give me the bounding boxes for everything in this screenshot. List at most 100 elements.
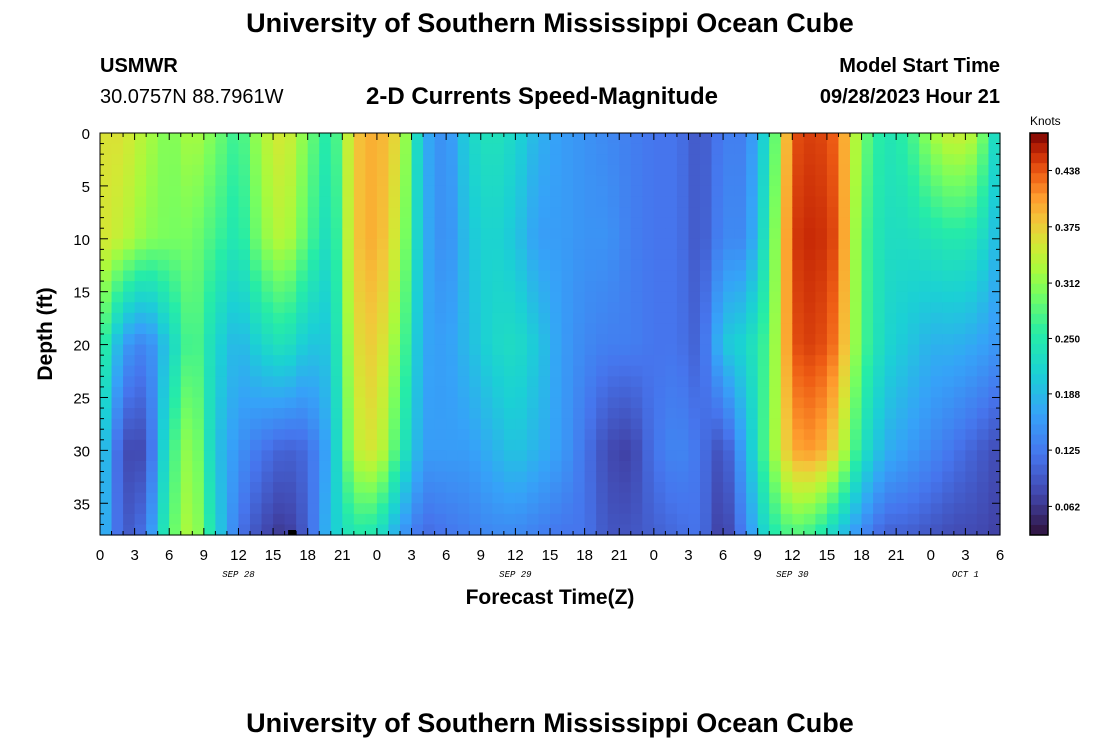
heatmap-cell: [157, 365, 170, 377]
heatmap-cell: [642, 228, 655, 240]
heatmap-cell: [307, 175, 320, 187]
heatmap-cell: [676, 503, 690, 515]
heatmap-cell: [953, 143, 966, 155]
heatmap-cell: [111, 302, 124, 314]
heatmap-cell: [538, 302, 551, 314]
heatmap-cell: [873, 154, 886, 166]
heatmap-cell: [123, 397, 136, 409]
heatmap-cell: [469, 249, 482, 261]
heatmap-cell: [123, 154, 136, 166]
heatmap-cell: [100, 439, 113, 451]
heatmap-cell: [630, 524, 643, 536]
heatmap-cell: [642, 439, 655, 451]
heatmap-cell: [942, 471, 955, 483]
heatmap-cell: [503, 207, 516, 219]
heatmap-cell: [942, 439, 955, 451]
heatmap-cell: [815, 418, 828, 430]
heatmap-cell: [976, 238, 990, 250]
heatmap-cell: [826, 492, 840, 504]
heatmap-cell: [157, 492, 170, 504]
heatmap-cell: [457, 429, 470, 441]
heatmap-cell: [146, 397, 159, 409]
heatmap-cell: [942, 460, 955, 473]
heatmap-cell: [792, 439, 805, 451]
heatmap-cell: [100, 281, 113, 293]
heatmap-cell: [642, 133, 655, 145]
heatmap-cell: [307, 386, 320, 399]
heatmap-cell: [284, 450, 297, 462]
heatmap-cell: [238, 460, 251, 473]
heatmap-cell: [446, 133, 459, 145]
heatmap-cell: [723, 270, 736, 282]
heatmap-cell: [538, 524, 551, 536]
heatmap-cell: [734, 281, 747, 293]
heatmap-cell: [573, 175, 586, 187]
heatmap-cell: [873, 249, 886, 261]
heatmap-cell: [780, 228, 793, 240]
heatmap-cell: [342, 143, 355, 155]
heatmap-cell: [930, 334, 943, 346]
heatmap-cell: [930, 323, 943, 335]
heatmap-cell: [850, 259, 863, 272]
heatmap-cell: [169, 196, 182, 208]
heatmap-cell: [492, 249, 505, 261]
heatmap-cell: [250, 365, 263, 377]
heatmap-cell: [330, 503, 343, 515]
heatmap-cell: [676, 460, 690, 473]
heatmap-cell: [584, 408, 597, 420]
heatmap-cell: [411, 334, 424, 346]
heatmap-cell: [550, 418, 563, 430]
heatmap-cell: [596, 249, 609, 261]
heatmap-cell: [446, 408, 459, 420]
heatmap-cell: [319, 482, 332, 494]
heatmap-cell: [376, 185, 390, 198]
heatmap-cell: [723, 524, 736, 536]
heatmap-cell: [607, 302, 620, 314]
heatmap-cell: [296, 143, 309, 155]
heatmap-cell: [203, 281, 216, 293]
heatmap-cell: [942, 291, 955, 303]
heatmap-cell: [573, 344, 586, 356]
heatmap-cell: [307, 355, 320, 367]
heatmap-cell: [873, 386, 886, 399]
heatmap-cell: [573, 281, 586, 293]
heatmap-cell: [330, 238, 343, 250]
heatmap-cell: [307, 471, 320, 483]
heatmap-cell: [792, 376, 805, 388]
heatmap-cell: [780, 164, 793, 176]
heatmap-cell: [988, 524, 1001, 536]
heatmap-cell: [446, 175, 459, 187]
heatmap-cell: [538, 312, 551, 325]
heatmap-cell: [180, 492, 193, 504]
heatmap-cell: [111, 524, 124, 536]
heatmap-cell: [342, 154, 355, 166]
heatmap-cell: [942, 418, 955, 430]
heatmap-cell: [480, 207, 493, 219]
heatmap-cell: [238, 228, 251, 240]
heatmap-cell: [838, 492, 851, 504]
heatmap-cell: [296, 471, 309, 483]
heatmap-cell: [365, 503, 378, 515]
heatmap-cell: [884, 408, 897, 420]
heatmap-cell: [988, 513, 1001, 526]
heatmap-cell: [457, 355, 470, 367]
heatmap-cell: [238, 133, 251, 145]
heatmap-cell: [342, 471, 355, 483]
heatmap-cell: [930, 154, 943, 166]
heatmap-cell: [838, 376, 851, 388]
heatmap-cell: [480, 524, 493, 536]
heatmap-cell: [342, 418, 355, 430]
heatmap-cell: [619, 524, 632, 536]
heatmap-cell: [480, 196, 493, 208]
heatmap-cell: [700, 323, 713, 335]
heatmap-cell: [988, 365, 1001, 377]
heatmap-cell: [250, 312, 263, 325]
heatmap-cell: [930, 143, 943, 155]
heatmap-cell: [319, 344, 332, 356]
heatmap-cell: [111, 344, 124, 356]
heatmap-cell: [769, 175, 782, 187]
heatmap-cell: [423, 133, 436, 145]
heatmap-cell: [192, 482, 205, 494]
heatmap-cell: [226, 334, 240, 346]
heatmap-cell: [550, 196, 563, 208]
